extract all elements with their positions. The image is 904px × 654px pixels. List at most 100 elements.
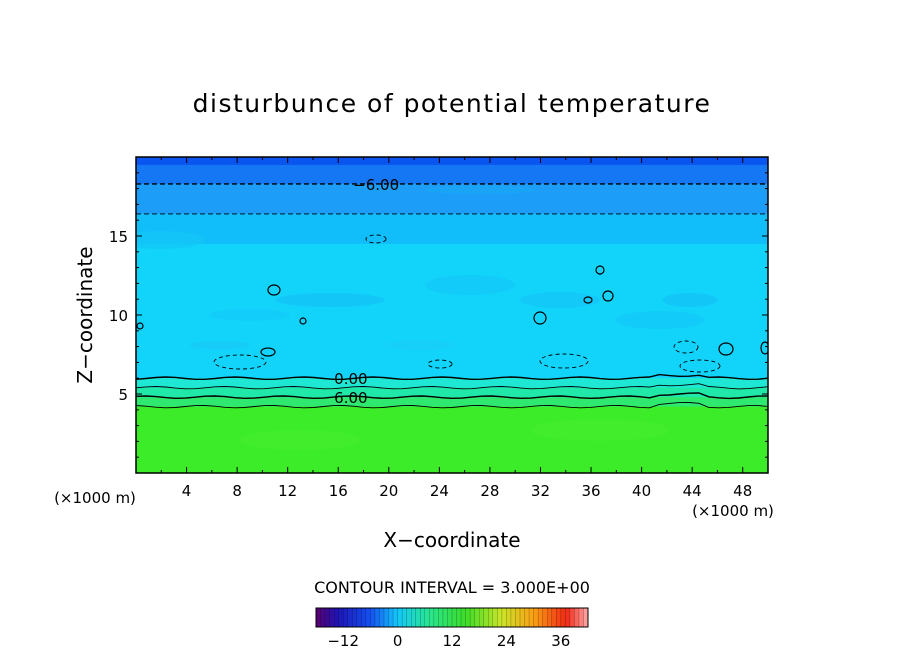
colorbar-cell [474, 608, 480, 627]
colorbar-cell [388, 608, 394, 627]
colorbar-cell [356, 608, 362, 627]
x-tick-label: 36 [581, 482, 600, 500]
y-tick-label: 10 [109, 307, 128, 325]
colorbar-cell [506, 608, 512, 627]
colorbar-cell [497, 608, 503, 627]
x-axis-ticks: 4 8 12 16 20 24 28 32 36 40 44 48 [160, 157, 752, 500]
contour-line [136, 373, 768, 381]
small-contour [602, 290, 614, 302]
x-tick-label: 4 [182, 482, 192, 500]
colorbar-cell [483, 608, 489, 627]
texture-patch [275, 293, 385, 307]
colorbar-frame [315, 607, 589, 628]
x-tick-label: 44 [683, 482, 702, 500]
texture-patch [136, 231, 205, 249]
small-dashed-contour [673, 340, 699, 354]
colorbar-cell [411, 608, 417, 627]
colorbar-cell [438, 608, 444, 627]
colorbar-tick-label: 36 [551, 632, 570, 650]
small-contour [267, 284, 281, 296]
colorbar-cell [393, 608, 398, 627]
contour-line [136, 383, 768, 390]
colorbar-cell [583, 608, 589, 627]
colorbar-cell [370, 608, 376, 627]
colorbar-cell [461, 608, 466, 627]
color-band [136, 213, 768, 245]
colorbar-cell [551, 608, 557, 627]
colorbar-ticks: −12 0 12 24 36 [327, 632, 570, 650]
colorbar-cell [352, 608, 358, 627]
colorbar-cell [456, 608, 462, 627]
texture-patch [240, 430, 360, 450]
colorbar-cell [397, 608, 403, 627]
colorbar-cell [569, 608, 575, 627]
colorbar-cell [492, 608, 498, 627]
x-tick-label: 12 [278, 482, 297, 500]
y-tick-label: 15 [109, 228, 128, 246]
colorbar-cell [556, 608, 562, 627]
colorbar-cell [329, 608, 335, 627]
texture-patch [190, 341, 250, 349]
colorbar-cell [520, 608, 525, 627]
x-tick-label: 40 [632, 482, 651, 500]
colorbar-cell [565, 608, 571, 627]
colorbar-cell [361, 608, 367, 627]
colorbar-cell [465, 608, 471, 627]
contour-label: 6.00 [334, 389, 367, 407]
small-dashed-contour [539, 353, 589, 369]
texture-patch [615, 311, 705, 329]
colorbar [315, 607, 589, 628]
small-dashed-contour [679, 359, 721, 373]
colorbar-cell [560, 608, 566, 627]
colorbar-tick-label: 24 [497, 632, 516, 650]
small-contour [136, 322, 144, 330]
colorbar-cell [433, 608, 439, 627]
x-axis-label: X−coordinate [383, 528, 520, 552]
x-unit-left: (×1000 m) [54, 489, 136, 507]
color-band [136, 397, 768, 408]
colorbar-tick-label: 12 [442, 632, 461, 650]
x-tick-label: 8 [232, 482, 242, 500]
y-axis-label: Z−coordinate [73, 246, 97, 383]
texture-patch [385, 340, 455, 350]
colorbar-cell [447, 608, 453, 627]
colorbar-cell [325, 608, 330, 627]
color-band [136, 387, 768, 398]
colorbar-cell [334, 608, 340, 627]
texture-patch [530, 419, 670, 441]
colorbar-cell [442, 608, 448, 627]
colorbar-cell [547, 608, 553, 627]
x-tick-label: 16 [329, 482, 348, 500]
colorbar-cell [538, 608, 544, 627]
colorbar-cell [542, 608, 548, 627]
contour-label: −6.00 [353, 176, 399, 194]
contour-label: 0.00 [334, 370, 367, 388]
contour-lines [136, 183, 768, 409]
small-contour [760, 341, 768, 355]
contour-line [136, 402, 768, 409]
texture-patch [210, 309, 290, 321]
colorbar-cell [501, 608, 507, 627]
colorbar-cell [420, 608, 426, 627]
small-contour [583, 296, 593, 304]
colorbar-cell [402, 608, 408, 627]
small-contour [299, 317, 307, 325]
colorbar-tick-label: −12 [327, 632, 359, 650]
colorbar-cell [479, 608, 485, 627]
colorbar-cell [406, 608, 412, 627]
colorbar-cell [347, 608, 353, 627]
x-tick-label: 48 [733, 482, 752, 500]
small-dashed-contour [365, 234, 387, 244]
colorbar-cell [316, 608, 321, 627]
colorbar-cell [470, 608, 476, 627]
colorbar-cell [415, 608, 421, 627]
colorbar-cell [574, 608, 580, 627]
colorbar-cell [320, 608, 326, 627]
colorbar-cell [510, 608, 516, 627]
colorbar-cell [488, 608, 494, 627]
colorbar-cell [515, 608, 521, 627]
colorbar-cell [343, 608, 349, 627]
chart-title: disturbunce of potential temperature [193, 89, 712, 118]
colorbar-cell [384, 608, 389, 627]
color-band [136, 164, 768, 185]
